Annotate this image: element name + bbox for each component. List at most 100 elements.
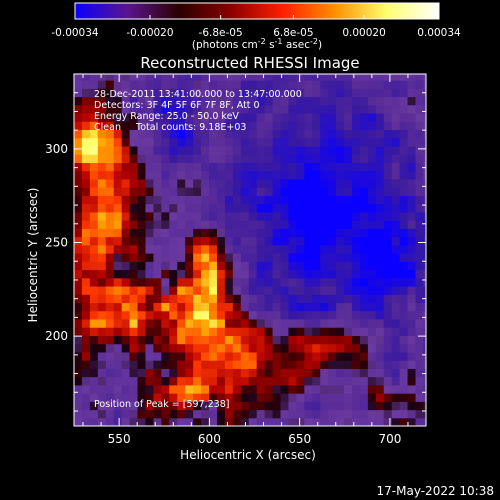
heatmap-cell [81,79,91,89]
heatmap-cell [407,269,417,279]
heatmap-cell [383,253,393,262]
heatmap-cell [153,302,162,312]
heatmap-cell [280,302,290,312]
heatmap-cell [375,112,385,122]
heatmap-cell [312,154,321,163]
heatmap-cell [312,211,321,221]
heatmap-cell [383,302,393,312]
heatmap-cell [407,121,417,131]
colorbar: -0.00034 -0.00020 -6.8e-05 6.8e-05 0.00020 0.… [51,2,461,51]
heatmap-cell [375,74,385,81]
heatmap-cell [423,269,426,279]
heatmap-cell [240,335,250,345]
heatmap-cell [177,351,186,361]
heatmap-cell [256,401,266,411]
heatmap-cell [328,96,337,106]
heatmap-cell [336,178,345,188]
heatmap-cell [304,145,313,155]
heatmap-cell [81,187,91,196]
heatmap-cell [336,154,345,163]
x-tick-label: 650 [288,432,311,446]
heatmap-cell [240,393,250,402]
heatmap-cell [264,360,274,369]
heatmap-cell [383,244,393,254]
heatmap-cell [344,261,353,271]
heatmap-cell [399,343,409,353]
heatmap-cell [177,104,186,114]
heatmap-cell [304,376,313,386]
heatmap-cell [209,145,218,155]
heatmap-cell [145,384,155,394]
heatmap-cell [185,162,194,172]
heatmap-cell [74,327,83,336]
heatmap-cell [232,236,242,246]
heatmap-cell [367,351,377,361]
heatmap-cell [193,137,202,147]
heatmap-cell [153,343,162,353]
heatmap-cell [399,195,409,205]
heatmap-cell [383,384,393,394]
heatmap-cell [89,195,99,205]
heatmap-cell [391,417,401,426]
heatmap-cell [177,195,186,205]
heatmap-cell [193,409,202,419]
heatmap-cell [399,154,409,163]
heatmap-cell [224,294,234,304]
heatmap-cell [272,277,282,287]
heatmap-cell [320,112,329,122]
heatmap-cell [351,277,361,287]
heatmap-cell [193,154,202,163]
heatmap-cell [113,96,123,106]
heatmap-cell [216,236,226,246]
heatmap-cell [407,351,417,361]
heatmap-cell [185,121,194,131]
heatmap-cell [336,129,345,139]
heatmap-cell [97,211,107,221]
heatmap-cell [296,285,305,295]
heatmap-cell [129,285,139,295]
heatmap-cell [161,261,170,271]
heatmap-cell [232,335,242,345]
heatmap-cell [407,96,417,106]
heatmap-cell [240,121,250,131]
heatmap-cell [288,277,297,287]
heatmap-cell [415,162,425,172]
heatmap-cell [193,393,202,402]
heatmap-cell [97,96,107,106]
heatmap-cell [328,88,337,98]
heatmap-cell [296,327,305,336]
heatmap-cell [177,88,186,98]
heatmap-cell [89,310,99,320]
heatmap-cell [248,96,258,106]
heatmap-cell [137,302,147,312]
heatmap-cell [89,137,99,147]
heatmap-cell [312,343,321,353]
heatmap-cell [280,211,290,221]
heatmap-cell [399,393,409,402]
heatmap-cell [367,220,377,229]
heatmap-cell [383,220,393,229]
heatmap-cell [415,302,425,312]
heatmap-cell [328,417,337,426]
heatmap-cell [359,327,369,336]
heatmap-cell [89,96,99,106]
heatmap-cell [161,96,170,106]
heatmap-cell [407,211,417,221]
heatmap-cell [209,327,218,336]
heatmap-cell [177,79,186,89]
heatmap-cell [248,376,258,386]
heatmap-cell [423,145,426,155]
heatmap-cell [105,96,115,106]
heatmap-cell [169,154,178,163]
heatmap-cell [415,360,425,369]
heatmap-cell [256,74,266,81]
heatmap-cell [423,187,426,196]
heatmap-cell [153,96,162,106]
heatmap-cell [312,236,321,246]
heatmap-cell [185,129,194,139]
heatmap-cell [224,96,234,106]
heatmap-cell [74,343,83,353]
heatmap-cell [137,327,147,336]
heatmap-cell [145,162,155,172]
